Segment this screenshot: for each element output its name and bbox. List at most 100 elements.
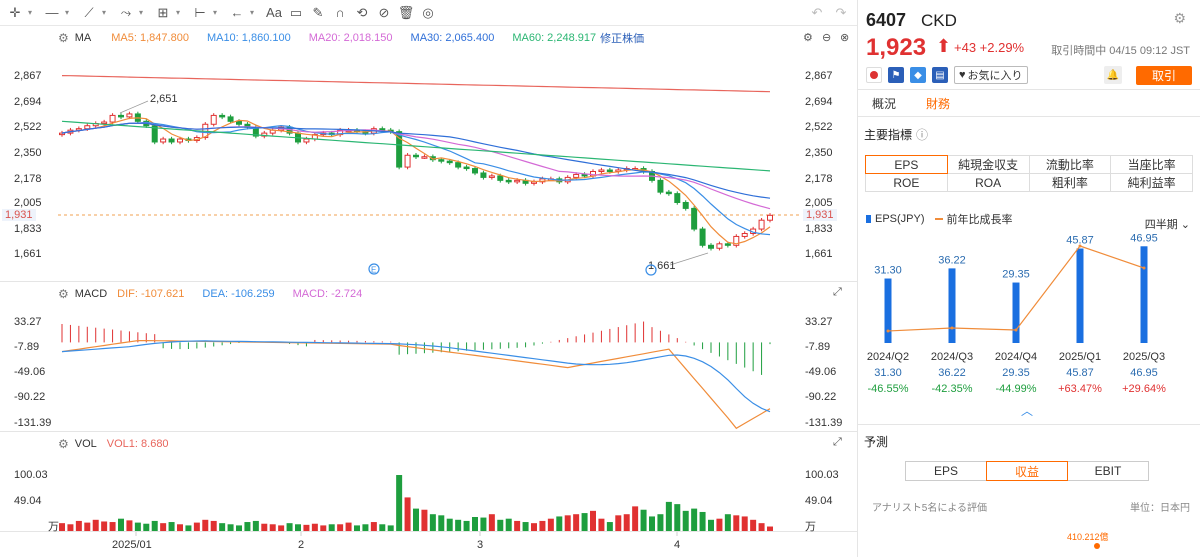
runner-icon[interactable]: ⚑	[888, 67, 904, 83]
tab-financials[interactable]: 財務	[926, 96, 951, 111]
high-label: 2,651	[150, 93, 178, 105]
crosshair-icon[interactable]: ✛	[9, 4, 21, 20]
forecast-tab-ebit[interactable]: EBIT	[1067, 461, 1149, 481]
chevron-down-icon[interactable]: ▾	[65, 8, 70, 17]
tab-overview[interactable]: 概況	[872, 96, 897, 111]
candle-body	[505, 179, 512, 183]
vol-y-tick: 100.03	[805, 469, 839, 481]
chevron-down-icon[interactable]: ▾	[250, 8, 255, 17]
adjust-price-label[interactable]: 修正株価	[600, 33, 645, 45]
flag-icon	[866, 67, 882, 83]
metric-roa[interactable]: ROA	[946, 173, 1030, 192]
y-tick-right: 2,867	[805, 70, 833, 82]
gear-icon[interactable]: ⚙	[58, 287, 69, 301]
macd-y-tick: -131.39	[14, 417, 52, 429]
volume-bar	[354, 525, 360, 531]
measure-icon[interactable]: ⊞	[157, 4, 169, 20]
favorite-button[interactable]: ♥ お気に入り	[954, 66, 1028, 84]
x-tick: 3	[477, 539, 484, 551]
metric-current-ratio[interactable]: 流動比率	[1028, 155, 1112, 174]
candle-body	[733, 235, 740, 246]
candle-body	[303, 138, 310, 143]
eye-icon[interactable]: ◎	[422, 4, 434, 20]
chevron-down-icon[interactable]: ▾	[176, 8, 181, 17]
eps-value: 36.22	[938, 367, 966, 379]
delete-icon[interactable]: 🗑	[397, 4, 415, 20]
line-icon[interactable]: —	[45, 5, 59, 20]
volume-bar	[623, 514, 630, 531]
forecast-tab-revenue[interactable]: 収益	[986, 461, 1068, 481]
undo-icon[interactable]: ↶	[811, 4, 823, 20]
gear-icon[interactable]: ⚙	[1173, 10, 1186, 26]
chevron-up-icon[interactable]: ︿	[1021, 404, 1034, 418]
vol-legend: ⚙ VOL VOL1: 8.680	[0, 435, 187, 453]
indicator-name[interactable]: MA	[74, 32, 92, 44]
trade-button[interactable]: 取引	[1136, 66, 1192, 85]
volume-bar	[716, 518, 723, 531]
comment-icon[interactable]: ▭	[289, 4, 303, 20]
pen-icon[interactable]: ✎	[312, 4, 324, 20]
volume-bar	[606, 522, 613, 531]
chevron-down-icon[interactable]: ▾	[28, 8, 33, 17]
tag-icon[interactable]: ◆	[910, 67, 926, 83]
gear-icon[interactable]: ⚙	[58, 437, 69, 451]
arrow-icon[interactable]: ←	[230, 5, 244, 20]
candle-body	[219, 114, 226, 118]
gear-icon[interactable]: ⚙	[58, 31, 69, 45]
text-icon[interactable]: Aa	[266, 5, 282, 20]
eps-bar	[1076, 248, 1084, 343]
eps-column: 2024/Q4 29.35 -44.99%	[989, 349, 1043, 397]
volume-bar	[143, 523, 150, 531]
volume-bar	[649, 516, 655, 531]
hide-icon[interactable]: ⊘	[378, 4, 390, 20]
volume-bar	[202, 519, 209, 531]
volume-bar	[590, 510, 596, 531]
document-icon[interactable]: ▤	[932, 67, 948, 83]
volume-bar	[505, 518, 512, 531]
expand-icon[interactable]: ⤢	[833, 436, 842, 448]
chevron-down-icon[interactable]: ▾	[213, 8, 218, 17]
ma5-value: MA5: 1,847.800	[111, 32, 189, 44]
close-icon[interactable]: ⊗	[840, 32, 850, 44]
candle-body	[227, 116, 234, 122]
metric-net-cash[interactable]: 純現金収支	[946, 155, 1030, 174]
magnet-icon[interactable]: ∩	[335, 5, 345, 20]
minimize-icon[interactable]: ⊖	[822, 32, 832, 44]
metric-quick-ratio[interactable]: 当座比率	[1110, 155, 1193, 174]
fib-icon[interactable]: ⤳	[120, 4, 132, 20]
metric-net-margin[interactable]: 純利益率	[1110, 173, 1193, 192]
chevron-down-icon[interactable]: ▾	[139, 8, 144, 17]
chevron-down-icon[interactable]: ▾	[102, 8, 107, 17]
eps-bar-label: 29.35	[1002, 269, 1030, 281]
panel-divider	[0, 281, 857, 282]
expand-icon[interactable]: ⤢	[833, 286, 842, 298]
volume-bar	[632, 506, 639, 531]
macd-name[interactable]: MACD	[74, 288, 108, 300]
forecast-tab-eps[interactable]: EPS	[905, 461, 987, 481]
eps-value: 46.95	[1130, 367, 1158, 379]
icon-row: ⚑ ◆ ▤ ♥ お気に入り	[866, 66, 1028, 84]
trend-icon[interactable]: ⟋	[84, 4, 94, 20]
volume-bar	[193, 522, 200, 531]
eps-bar	[948, 268, 956, 343]
macd-legend: ⚙ MACD DIF: -107.621 DEA: -106.259 MACD:…	[0, 285, 380, 303]
redo-icon[interactable]: ↷	[835, 4, 847, 20]
volume-bar	[581, 513, 588, 531]
volume-bar	[758, 523, 765, 531]
price-chart[interactable]: 2,651 1,661 E	[0, 26, 857, 557]
metric-roe[interactable]: ROE	[865, 173, 948, 192]
growth-point	[1014, 328, 1018, 332]
volume-bar	[227, 524, 234, 531]
lock-icon[interactable]: ⟲	[356, 4, 368, 20]
volume-bar	[480, 517, 487, 531]
metric-eps[interactable]: EPS	[865, 155, 948, 174]
bell-icon[interactable]: 🔔	[1104, 66, 1122, 84]
volume-bar	[320, 525, 327, 531]
metric-gross-margin[interactable]: 粗利率	[1028, 173, 1112, 192]
vol-name[interactable]: VOL	[74, 438, 97, 450]
settings-icon[interactable]: ⚙	[803, 32, 813, 44]
volume-bar	[118, 518, 124, 531]
range-icon[interactable]: ⊢	[194, 4, 206, 20]
info-icon[interactable]: ⓘ	[916, 128, 929, 142]
period-select[interactable]: 四半期 ⌄	[1145, 216, 1190, 232]
